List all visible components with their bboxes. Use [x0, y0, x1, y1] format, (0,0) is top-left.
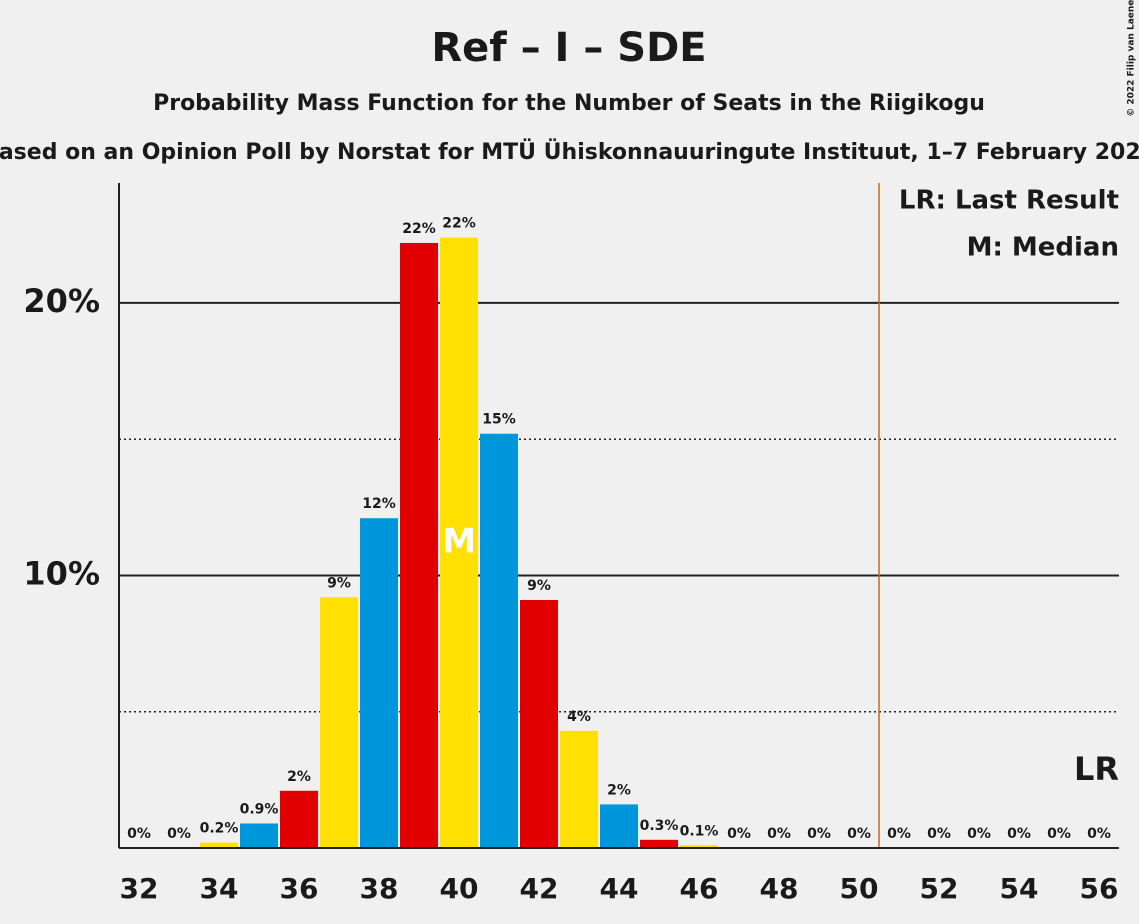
bar — [240, 823, 278, 848]
value-label: 22% — [442, 216, 476, 232]
value-label: 15% — [482, 412, 516, 428]
x-tick-label: 46 — [680, 872, 719, 905]
value-label: 9% — [527, 578, 551, 594]
value-label: 9% — [327, 575, 351, 591]
value-label: 0.2% — [200, 821, 239, 837]
value-label: 4% — [567, 709, 591, 725]
x-tick-label: 48 — [760, 872, 799, 905]
value-label: 0% — [1087, 826, 1111, 842]
value-label: 0.9% — [240, 801, 279, 817]
value-label: 0% — [1047, 826, 1071, 842]
value-label: 0.1% — [680, 823, 719, 839]
value-label: 2% — [287, 769, 311, 785]
x-tick-label: 54 — [1000, 872, 1039, 905]
bar — [520, 599, 558, 848]
chart-title: Ref – I – SDE — [431, 25, 706, 71]
bar — [640, 839, 678, 848]
bar — [360, 518, 398, 848]
chart-subtitle: Based on an Opinion Poll by Norstat for … — [0, 139, 1139, 165]
value-label: 0% — [1007, 826, 1031, 842]
value-label: 0% — [887, 826, 911, 842]
bar — [440, 237, 478, 849]
bar — [480, 433, 518, 848]
value-label: 0% — [127, 826, 151, 842]
chart-subtitle: Probability Mass Function for the Number… — [153, 91, 985, 116]
bar — [400, 242, 438, 849]
bar — [560, 730, 598, 848]
value-label: 22% — [402, 221, 436, 237]
x-tick-label: 40 — [440, 872, 479, 905]
bar — [320, 597, 358, 848]
y-tick-label: 20% — [23, 282, 100, 320]
value-label: 0% — [767, 826, 791, 842]
y-tick-label: 10% — [23, 554, 100, 592]
x-tick-label: 38 — [360, 872, 399, 905]
value-label: 0% — [967, 826, 991, 842]
bar — [280, 790, 318, 848]
x-tick-label: 36 — [280, 872, 319, 905]
value-label: 0% — [727, 826, 751, 842]
value-label: 12% — [362, 496, 396, 512]
x-tick-label: 42 — [520, 872, 559, 905]
bar — [600, 804, 638, 848]
value-label: 0% — [807, 826, 831, 842]
median-marker: M — [442, 521, 476, 561]
x-tick-label: 50 — [840, 872, 879, 905]
legend-entry: M: Median — [967, 233, 1119, 263]
x-tick-label: 34 — [200, 872, 239, 905]
x-tick-label: 32 — [120, 872, 159, 905]
x-tick-label: 44 — [600, 872, 639, 905]
value-label: 0% — [927, 826, 951, 842]
value-label: 0% — [167, 826, 191, 842]
last-result-label: LR — [1074, 750, 1119, 788]
bar — [200, 842, 238, 848]
x-tick-label: 52 — [920, 872, 959, 905]
x-tick-label: 56 — [1080, 872, 1119, 905]
value-label: 2% — [607, 782, 631, 798]
value-label: 0.3% — [640, 818, 679, 834]
legend-entry: LR: Last Result — [899, 186, 1119, 216]
copyright: © 2022 Filip van Laenen — [1127, 0, 1137, 117]
value-label: 0% — [847, 826, 871, 842]
bar — [680, 845, 718, 848]
